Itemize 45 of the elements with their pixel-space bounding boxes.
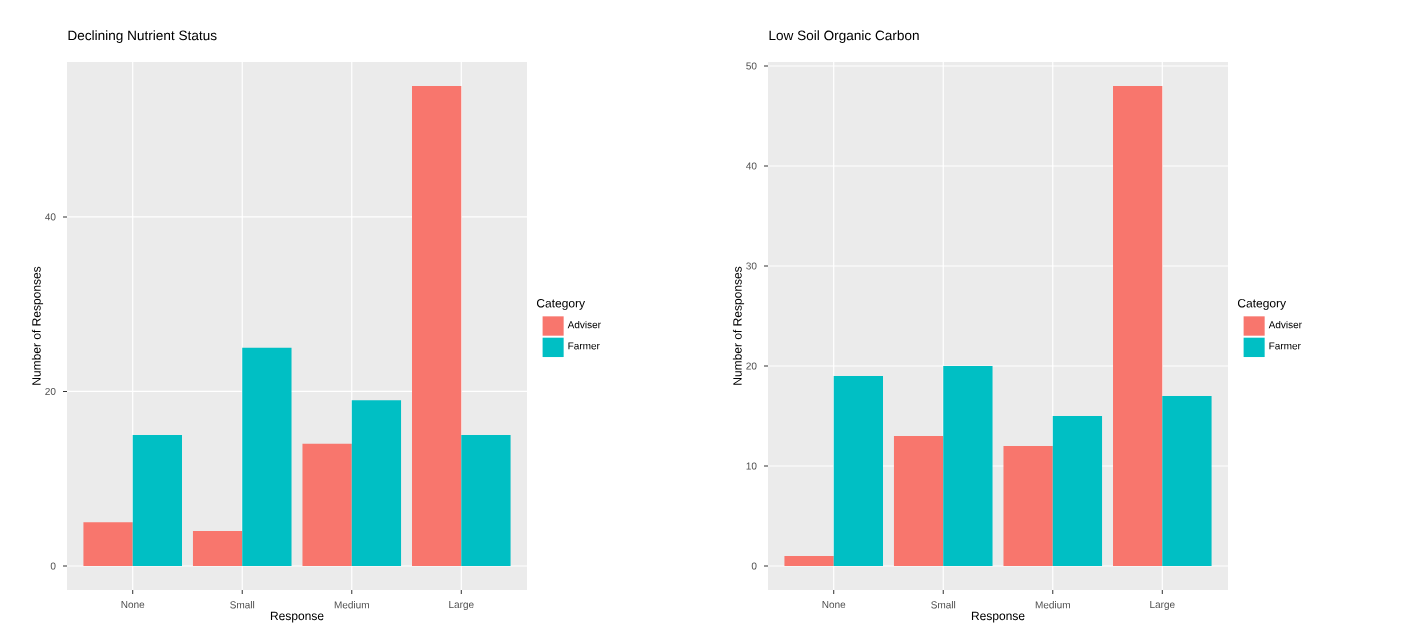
- x-tick-label: Medium: [1035, 601, 1070, 609]
- x-tick-label: None: [822, 601, 846, 609]
- legend-title: Category: [1237, 298, 1287, 310]
- bar: [242, 347, 292, 566]
- bar: [1113, 85, 1163, 566]
- y-tick-label: 0: [751, 562, 757, 570]
- bar: [833, 376, 884, 566]
- x-axis-title: Response: [971, 611, 1025, 623]
- bar: [192, 531, 243, 566]
- y-tick-label: 20: [45, 387, 56, 395]
- bar: [351, 400, 402, 566]
- bar: [1003, 446, 1053, 566]
- bar: [412, 86, 462, 566]
- x-tick-label: Large: [449, 601, 474, 611]
- legend-label: Adviser: [1268, 320, 1302, 329]
- bar: [893, 436, 944, 566]
- x-tick-label: Small: [230, 601, 255, 609]
- x-tick-label: Large: [1150, 601, 1175, 611]
- y-tick-label: 50: [746, 62, 757, 70]
- bar: [302, 443, 352, 566]
- y-tick-label: 0: [50, 562, 56, 570]
- chart-title: Declining Nutrient Status: [68, 30, 217, 43]
- bar: [1162, 396, 1212, 566]
- y-tick-label: 40: [45, 213, 56, 221]
- x-tick-label: None: [121, 601, 145, 609]
- bar: [943, 366, 993, 566]
- y-tick-label: 10: [746, 462, 757, 470]
- bar: [784, 556, 834, 566]
- x-tick-label: Medium: [334, 601, 369, 609]
- x-tick-label: Small: [931, 601, 956, 609]
- y-tick-label: 20: [746, 362, 757, 370]
- legend-label: Adviser: [567, 320, 601, 329]
- bar: [132, 435, 182, 566]
- legend-label: Farmer: [568, 342, 600, 350]
- y-tick-label: 40: [746, 162, 757, 170]
- bar: [461, 435, 511, 566]
- y-axis-title: Number of Responses: [732, 266, 745, 385]
- chart-title: Low Soil Organic Carbon: [769, 30, 919, 43]
- legend-title: Category: [536, 298, 586, 310]
- x-axis-title: Response: [270, 611, 324, 623]
- bar: [1052, 416, 1103, 566]
- bar: [83, 522, 133, 566]
- y-tick-label: 30: [746, 262, 757, 270]
- y-axis-title: Number of Responses: [31, 266, 44, 385]
- legend-label: Farmer: [1269, 342, 1301, 350]
